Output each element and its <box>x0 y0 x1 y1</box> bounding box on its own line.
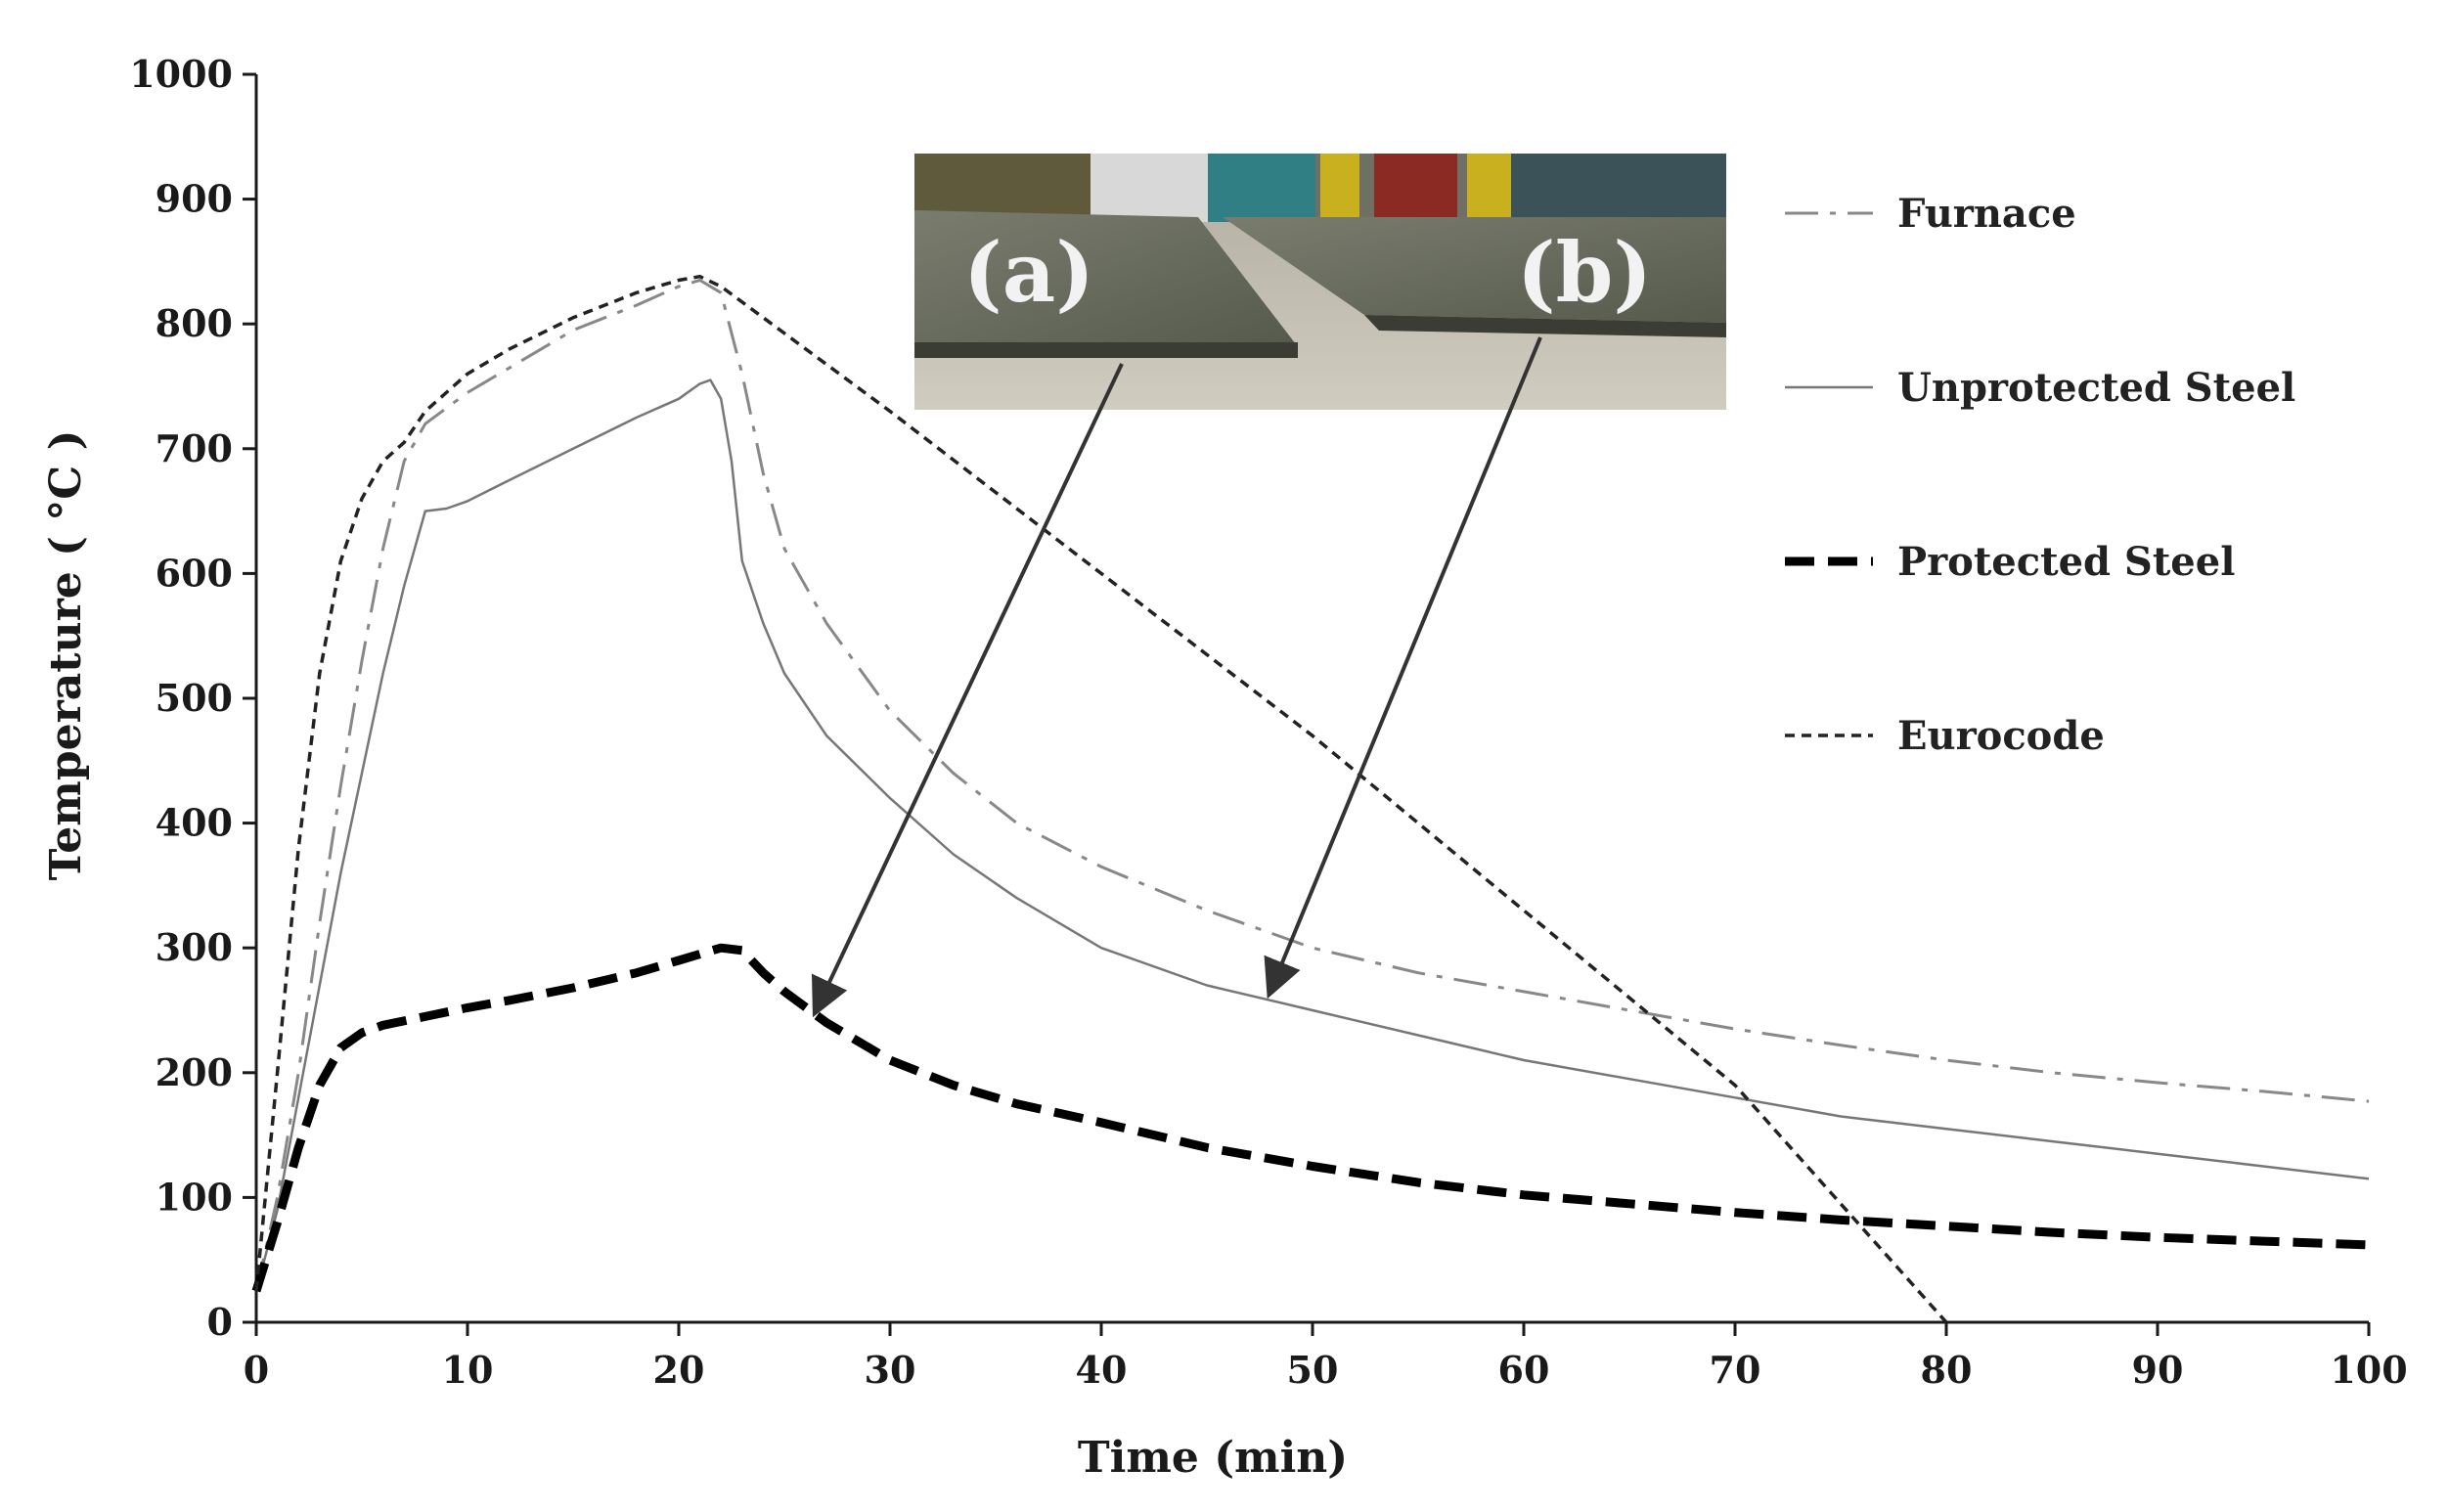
photo-label-a: (a) <box>963 224 1094 321</box>
plate-a-edge <box>914 342 1298 358</box>
y-tick-label: 1000 <box>129 52 233 96</box>
y-tick-label: 400 <box>156 801 233 845</box>
legend: Furnace Unprotected Steel Protected Steel E… <box>1785 191 2295 759</box>
photo-label-b: (b) <box>1517 224 1652 321</box>
x-tick-label: 50 <box>1287 1348 1339 1392</box>
inset-photo: (a) (b) <box>914 154 1726 410</box>
x-tick-label: 40 <box>1076 1348 1128 1392</box>
x-tick-label: 30 <box>865 1348 916 1392</box>
y-tick-label: 200 <box>156 1050 233 1094</box>
x-tick-label: 0 <box>244 1348 269 1392</box>
y-tick-label: 500 <box>156 676 233 720</box>
y-tick-label: 800 <box>156 301 233 345</box>
plate-b <box>1223 217 1726 323</box>
legend-label: Unprotected Steel <box>1897 365 2295 411</box>
photo-wall-yellow-1 <box>1320 154 1359 222</box>
y-tick-label: 100 <box>156 1175 233 1219</box>
y-ticks: 0 100 200 300 400 500 600 700 800 900 1000 <box>129 52 256 1344</box>
x-ticks: 0 10 20 30 40 50 60 70 80 90 100 <box>244 1322 2408 1392</box>
series-line-unprotected-steel <box>254 378 2370 1292</box>
legend-label: Furnace <box>1897 191 2076 237</box>
x-axis-title: Time (min) <box>1078 1433 1348 1483</box>
x-tick-label: 70 <box>1710 1348 1761 1392</box>
annotation-arrow-a <box>812 363 1124 1018</box>
y-tick-label: 900 <box>156 177 233 221</box>
plate-a <box>914 210 1296 344</box>
series-line-protected-steel <box>251 943 2370 1293</box>
photo-wall-dark <box>1511 154 1726 222</box>
annotation-arrow-b <box>1264 336 1542 1000</box>
x-tick-label: 80 <box>1921 1348 1973 1392</box>
series-layer <box>251 274 2370 1324</box>
photo-wall-yellow-2 <box>1467 154 1511 222</box>
photo-wall-red <box>1374 154 1457 222</box>
series-line-eurocode <box>254 274 1948 1324</box>
x-tick-label: 90 <box>2132 1348 2184 1392</box>
x-tick-label: 20 <box>653 1348 705 1392</box>
y-axis-title: Temperature ( °C ) <box>41 430 91 881</box>
legend-label: Protected Steel <box>1897 539 2235 585</box>
series-line-furnace <box>254 279 2370 1292</box>
y-tick-label: 700 <box>156 426 233 470</box>
photo-wall-white <box>1091 154 1208 222</box>
photo-wall-left <box>914 154 1091 222</box>
y-tick-label: 300 <box>156 925 233 969</box>
legend-label: Eurocode <box>1897 713 2105 759</box>
plate-b-edge <box>1364 315 1726 337</box>
x-tick-label: 100 <box>2330 1348 2407 1392</box>
annotation-layer <box>812 336 1542 1018</box>
y-tick-label: 0 <box>207 1300 233 1344</box>
y-tick-label: 600 <box>156 551 233 595</box>
photo-wall-teal <box>1208 154 1315 222</box>
x-tick-label: 10 <box>442 1348 494 1392</box>
x-tick-label: 60 <box>1498 1348 1550 1392</box>
